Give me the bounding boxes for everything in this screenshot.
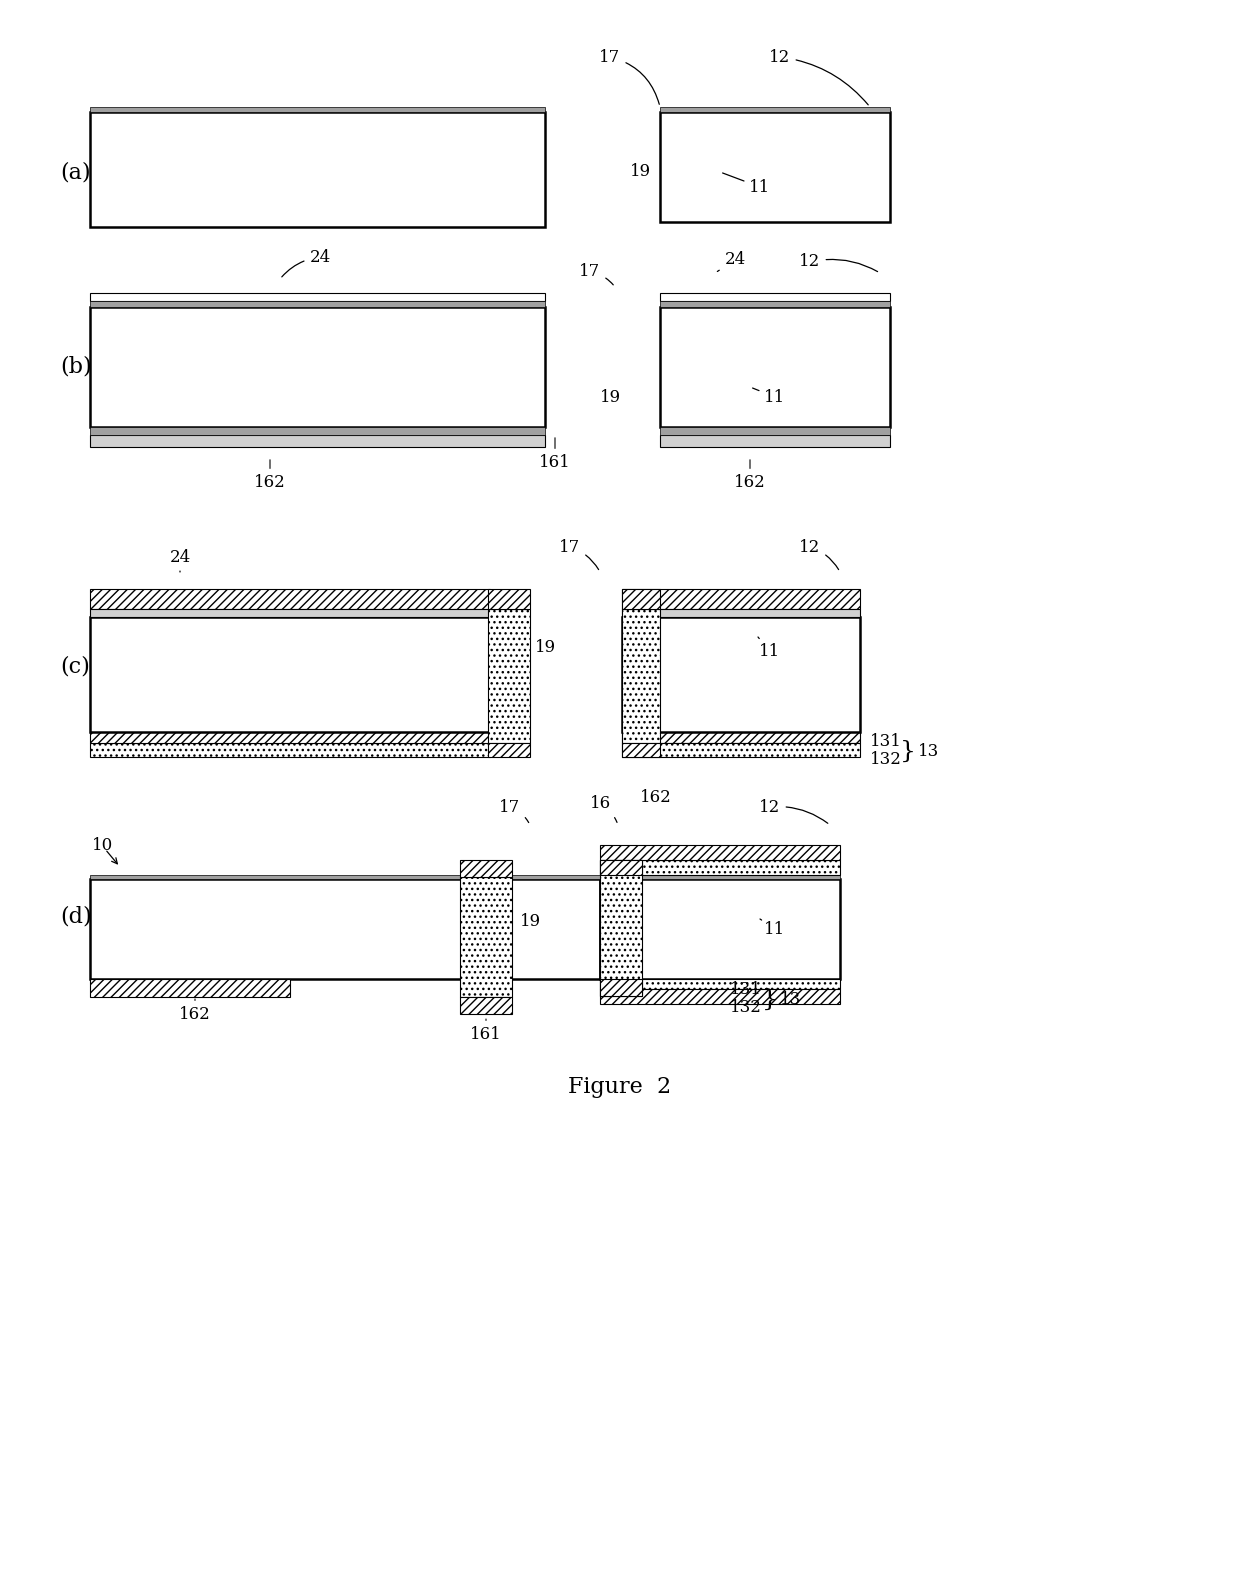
Bar (489, 609, 529, 743)
Bar (91, 435, 546, 448)
Bar (600, 989, 839, 1005)
Bar (91, 589, 490, 609)
Bar (622, 743, 861, 757)
Bar (91, 743, 490, 757)
Bar (91, 294, 546, 302)
Text: 12: 12 (759, 798, 828, 824)
Bar (600, 879, 839, 979)
Text: }: } (900, 740, 916, 762)
Text: 12: 12 (769, 49, 868, 105)
Bar (91, 306, 546, 427)
Text: 17: 17 (559, 538, 599, 570)
Bar (600, 860, 839, 874)
Bar (489, 743, 529, 757)
Text: 161: 161 (470, 1019, 502, 1043)
Bar (460, 997, 512, 1014)
Bar (660, 113, 890, 222)
Bar (460, 860, 512, 878)
Text: 17: 17 (599, 49, 660, 105)
Text: 11: 11 (758, 636, 781, 660)
Bar (622, 743, 660, 757)
Bar (600, 874, 839, 879)
Text: 19: 19 (600, 389, 621, 406)
Bar (600, 979, 839, 989)
Bar (600, 979, 642, 997)
Text: 132: 132 (870, 751, 901, 768)
Bar (660, 106, 890, 113)
Bar (489, 589, 529, 609)
Text: 132: 132 (730, 998, 761, 1016)
Text: 19: 19 (520, 914, 541, 930)
Bar (600, 860, 642, 997)
Bar (91, 302, 546, 306)
Bar (600, 844, 839, 860)
Bar (660, 302, 890, 306)
Bar (91, 617, 490, 732)
Bar (91, 427, 546, 435)
Text: 12: 12 (800, 538, 838, 570)
Text: 11: 11 (760, 919, 786, 938)
Bar (622, 609, 861, 617)
Bar (622, 589, 660, 609)
Bar (91, 609, 490, 617)
Text: 10: 10 (92, 836, 113, 854)
Text: (c): (c) (60, 655, 89, 678)
Text: 19: 19 (630, 163, 651, 181)
Text: 162: 162 (254, 460, 286, 490)
Text: 16: 16 (589, 795, 618, 822)
Text: (b): (b) (60, 355, 92, 378)
Text: 162: 162 (640, 789, 672, 806)
Text: 162: 162 (734, 460, 766, 490)
Text: 161: 161 (539, 438, 570, 471)
Bar (91, 106, 546, 113)
Bar (91, 879, 600, 979)
Text: 24: 24 (281, 249, 331, 276)
Bar (660, 427, 890, 435)
Text: 24: 24 (170, 549, 191, 571)
Text: 24: 24 (717, 251, 745, 271)
Bar (91, 732, 490, 743)
Bar (660, 435, 890, 448)
Text: Figure  2: Figure 2 (568, 1076, 672, 1098)
Text: 13: 13 (918, 743, 939, 760)
Bar (622, 732, 861, 743)
Text: 131: 131 (870, 733, 901, 751)
Text: (a): (a) (60, 160, 91, 183)
Bar (622, 617, 861, 732)
Text: 162: 162 (179, 998, 211, 1024)
Text: 17: 17 (500, 798, 528, 822)
Text: 19: 19 (534, 638, 556, 655)
Text: 11: 11 (723, 173, 770, 195)
Text: }: } (763, 987, 777, 1011)
Bar (460, 878, 512, 997)
Text: (d): (d) (60, 906, 92, 928)
Text: 13: 13 (780, 990, 801, 1008)
Text: 11: 11 (753, 389, 786, 406)
Bar (622, 609, 660, 743)
Bar (600, 860, 642, 874)
Text: 17: 17 (579, 263, 614, 284)
Bar (660, 306, 890, 427)
Bar (91, 113, 546, 227)
Bar (622, 589, 861, 609)
Bar (91, 874, 600, 879)
Bar (91, 979, 290, 997)
Text: 12: 12 (800, 254, 878, 271)
Bar (660, 294, 890, 302)
Text: 131: 131 (730, 981, 761, 998)
